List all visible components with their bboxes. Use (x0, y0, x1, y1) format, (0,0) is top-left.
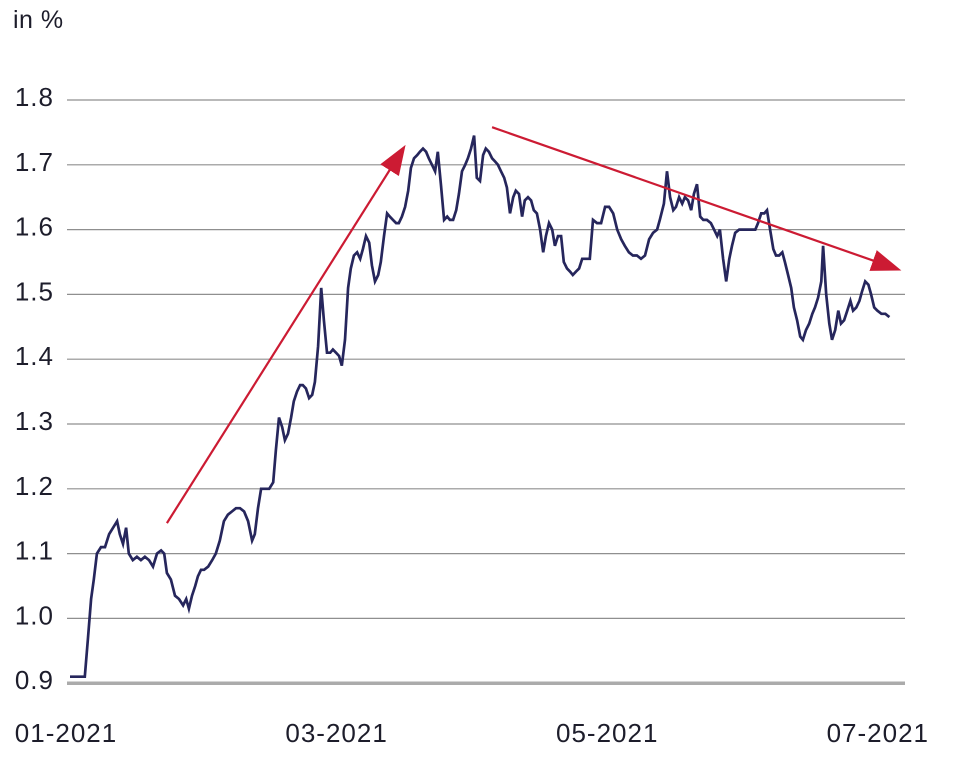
yield-series (70, 135, 891, 679)
y-tick-label-1.6: 1.6 (15, 212, 54, 242)
x-axis-labels: 01-2021 03-2021 05-2021 07-2021 (15, 718, 929, 748)
y-tick-label-1.0: 1.0 (15, 600, 54, 630)
y-tick-label-1.4: 1.4 (15, 341, 54, 371)
y-tick-label-1.1: 1.1 (15, 536, 54, 566)
y-tick-label-1.7: 1.7 (15, 147, 54, 177)
x-tick-label-03-2021: 03-2021 (285, 718, 387, 748)
yield-line (70, 135, 891, 679)
x-tick-label-01-2021: 01-2021 (15, 718, 117, 748)
y-tick-label-1.3: 1.3 (15, 406, 54, 436)
trend-arrow-down (491, 126, 902, 271)
gridlines (67, 99, 905, 685)
y-tick-label-1.2: 1.2 (15, 471, 54, 501)
y-axis-labels: 1.8 1.7 1.6 1.5 1.4 1.3 1.2 1.1 1.0 0.9 (15, 82, 54, 695)
x-tick-label-07-2021: 07-2021 (827, 718, 929, 748)
x-tick-label-05-2021: 05-2021 (556, 718, 658, 748)
y-tick-label-1.5: 1.5 (15, 276, 54, 306)
y-tick-label-1.8: 1.8 (15, 82, 54, 112)
y-tick-label-0.9: 0.9 (15, 665, 54, 695)
y-axis-unit-label: in % (13, 6, 64, 34)
trend-arrows (165, 126, 902, 524)
trend-arrow-up (165, 144, 406, 524)
